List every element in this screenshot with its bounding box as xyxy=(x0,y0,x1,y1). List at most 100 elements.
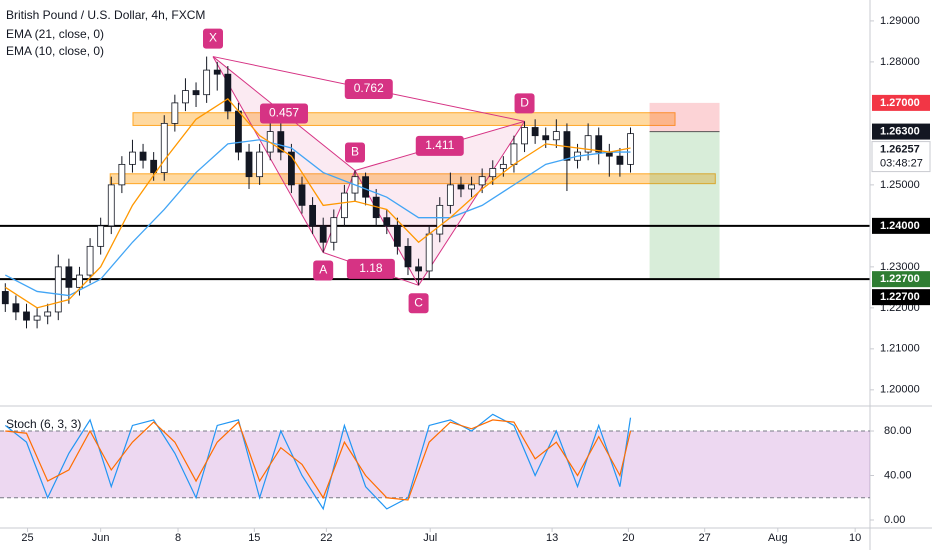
legend-entry: EMA (21, close, 0) xyxy=(6,27,104,41)
price-badge xyxy=(872,94,930,111)
y-tick-label: 1.23000 xyxy=(880,261,920,273)
y-tick-label: 1.21000 xyxy=(880,343,920,355)
ratio-badge xyxy=(344,78,393,99)
pattern-point-label: D xyxy=(520,96,529,110)
ratio-label: 0.457 xyxy=(269,106,299,120)
candle-body xyxy=(12,303,20,313)
candle-body xyxy=(415,266,422,272)
pattern-point-badge xyxy=(408,293,429,314)
pattern-fill xyxy=(212,56,355,253)
candle-body xyxy=(362,176,369,198)
candle-body xyxy=(436,204,444,235)
price-badge-label: 1.22700 xyxy=(880,273,920,285)
candle-body xyxy=(340,192,348,219)
candle-body xyxy=(118,163,126,186)
countdown: 03:48:27 xyxy=(880,157,923,169)
x-tick-label: 15 xyxy=(248,532,260,544)
candle-body xyxy=(309,204,317,227)
candle-body xyxy=(383,217,391,227)
candle-body xyxy=(245,151,253,178)
x-tick-label: 20 xyxy=(622,532,634,544)
candle-body xyxy=(531,127,539,137)
legend-entry: EMA (10, close, 0) xyxy=(6,44,104,58)
y-tick-label: 1.20000 xyxy=(880,384,920,396)
candle-body xyxy=(54,266,62,313)
candle-body xyxy=(139,151,147,161)
candle-body xyxy=(182,90,189,104)
candle-body xyxy=(489,168,497,178)
zone xyxy=(109,173,716,185)
candle-body xyxy=(510,143,518,165)
stoch-band xyxy=(0,431,870,498)
candle-body xyxy=(23,311,30,321)
candle-body xyxy=(542,135,550,141)
candle-body xyxy=(425,233,433,272)
ratio-label: 0.762 xyxy=(354,81,384,95)
candle-body xyxy=(86,245,94,276)
stoch-line xyxy=(4,413,632,511)
candle-body xyxy=(256,151,264,178)
candle-body xyxy=(97,225,105,247)
pattern-point-badge xyxy=(202,28,223,49)
zone xyxy=(132,112,676,126)
candle-body xyxy=(33,315,41,321)
y-tick-label: 40.00 xyxy=(884,469,912,481)
candle-body xyxy=(584,135,592,153)
price-pane: X A B C D 0.457 0.762 1.411 1.18 xyxy=(0,28,870,329)
ratio-label: 1.18 xyxy=(359,261,383,275)
x-tick-label: 22 xyxy=(320,532,332,544)
candle-body xyxy=(224,73,232,112)
candle-body xyxy=(499,163,507,169)
pattern-point-badge xyxy=(344,142,365,163)
x-tick-label: Jul xyxy=(423,532,437,544)
candle-body xyxy=(160,122,168,173)
x-tick-label: 27 xyxy=(699,532,711,544)
y-tick-label: 1.25000 xyxy=(880,179,920,191)
pattern-point-label: A xyxy=(319,263,327,277)
price-badge xyxy=(871,141,931,173)
candle-body xyxy=(107,184,115,227)
candle-body xyxy=(288,151,295,186)
candle-body xyxy=(129,151,136,165)
y-tick-label: 80.00 xyxy=(884,425,912,437)
ratio-badge xyxy=(415,135,464,156)
y-tick-label: 1.29000 xyxy=(880,15,920,27)
candle-body xyxy=(319,225,327,243)
pattern-point-label: B xyxy=(351,145,359,159)
candle-body xyxy=(478,176,486,186)
candle-body xyxy=(192,90,200,96)
pattern-point-label: C xyxy=(414,295,423,309)
x-tick-label: 25 xyxy=(21,532,33,544)
price-badge xyxy=(872,289,930,306)
candle-body xyxy=(203,69,211,96)
ratio-badge xyxy=(346,258,395,279)
pattern-point-badge xyxy=(313,260,334,281)
candle-body xyxy=(150,159,158,173)
x-tick-label: 10 xyxy=(849,532,861,544)
ratio-label: 1.411 xyxy=(425,138,454,152)
x-tick-label: 13 xyxy=(546,532,558,544)
ratio-badge xyxy=(259,103,308,124)
candle-body xyxy=(1,291,9,305)
candle-body xyxy=(65,266,73,288)
y-tick-label: 0.00 xyxy=(884,514,905,526)
price-badge-label: 1.22700 xyxy=(880,291,920,303)
candle-body xyxy=(277,131,285,153)
candle-body xyxy=(446,184,454,206)
candle-body xyxy=(76,274,83,288)
chart-title: British Pound / U.S. Dollar, 4h, FXCM xyxy=(6,8,205,22)
pattern-point-badge xyxy=(514,93,535,114)
x-tick-label: Aug xyxy=(768,532,788,544)
candle-body xyxy=(468,184,475,190)
candle-body xyxy=(393,225,401,247)
x-tick-label: 8 xyxy=(175,532,181,544)
x-tick-label: Jun xyxy=(92,532,110,544)
pattern-point-label: X xyxy=(209,31,217,45)
stop-zone xyxy=(649,102,720,132)
candle-body xyxy=(404,245,412,268)
price-badge-label: 1.24000 xyxy=(880,220,920,232)
candle-body xyxy=(552,131,560,141)
ema-line xyxy=(5,139,631,297)
